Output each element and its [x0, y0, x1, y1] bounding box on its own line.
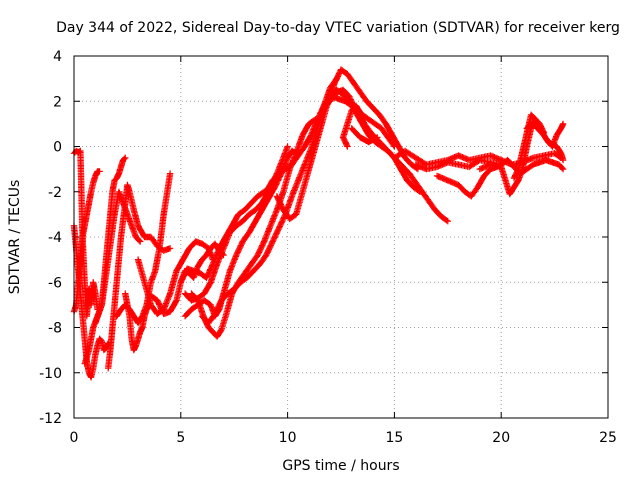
series-track-5	[105, 181, 174, 372]
y-axis-label: SDTVAR / TECUs	[7, 180, 23, 295]
y-tick-label-7: 2	[53, 94, 62, 110]
x-tick-label-0: 0	[70, 430, 79, 446]
y-tick-label-3: -6	[48, 275, 62, 291]
series-track-21	[339, 102, 366, 150]
data-series	[70, 66, 567, 381]
y-tick-label-4: -4	[48, 230, 62, 246]
series-track-18	[316, 93, 451, 225]
y-tick-label-8: 4	[53, 49, 62, 65]
plot-frame	[73, 55, 609, 419]
y-tick-label-6: 0	[53, 140, 62, 156]
y-tick-label-0: -12	[39, 411, 62, 427]
x-tick-label-3: 15	[385, 430, 403, 446]
y-tick-labels: -12 -10 -8 -6 -4 -2 0 2 4	[39, 49, 62, 427]
grid-lines	[74, 56, 608, 418]
y-tick-label-2: -8	[48, 321, 62, 337]
x-tick-label-1: 5	[176, 430, 185, 446]
x-tick-label-4: 20	[492, 430, 510, 446]
x-tick-label-5: 25	[599, 430, 617, 446]
series-track-6	[92, 188, 144, 327]
y-tick-label-5: -2	[48, 185, 62, 201]
series-track-20	[348, 125, 381, 146]
x-tick-labels: 0 5 10 15 20 25	[70, 430, 617, 446]
series-track-8	[122, 290, 152, 354]
x-axis-label: GPS time / hours	[282, 458, 399, 474]
series-track-24	[433, 161, 505, 200]
y-tick-label-1: -10	[39, 366, 62, 382]
series-track-27	[523, 120, 567, 164]
x-tick-label-2: 10	[279, 430, 297, 446]
series-track-17	[273, 66, 422, 223]
chart-title: Day 344 of 2022, Sidereal Day-to-day VTE…	[56, 20, 620, 36]
